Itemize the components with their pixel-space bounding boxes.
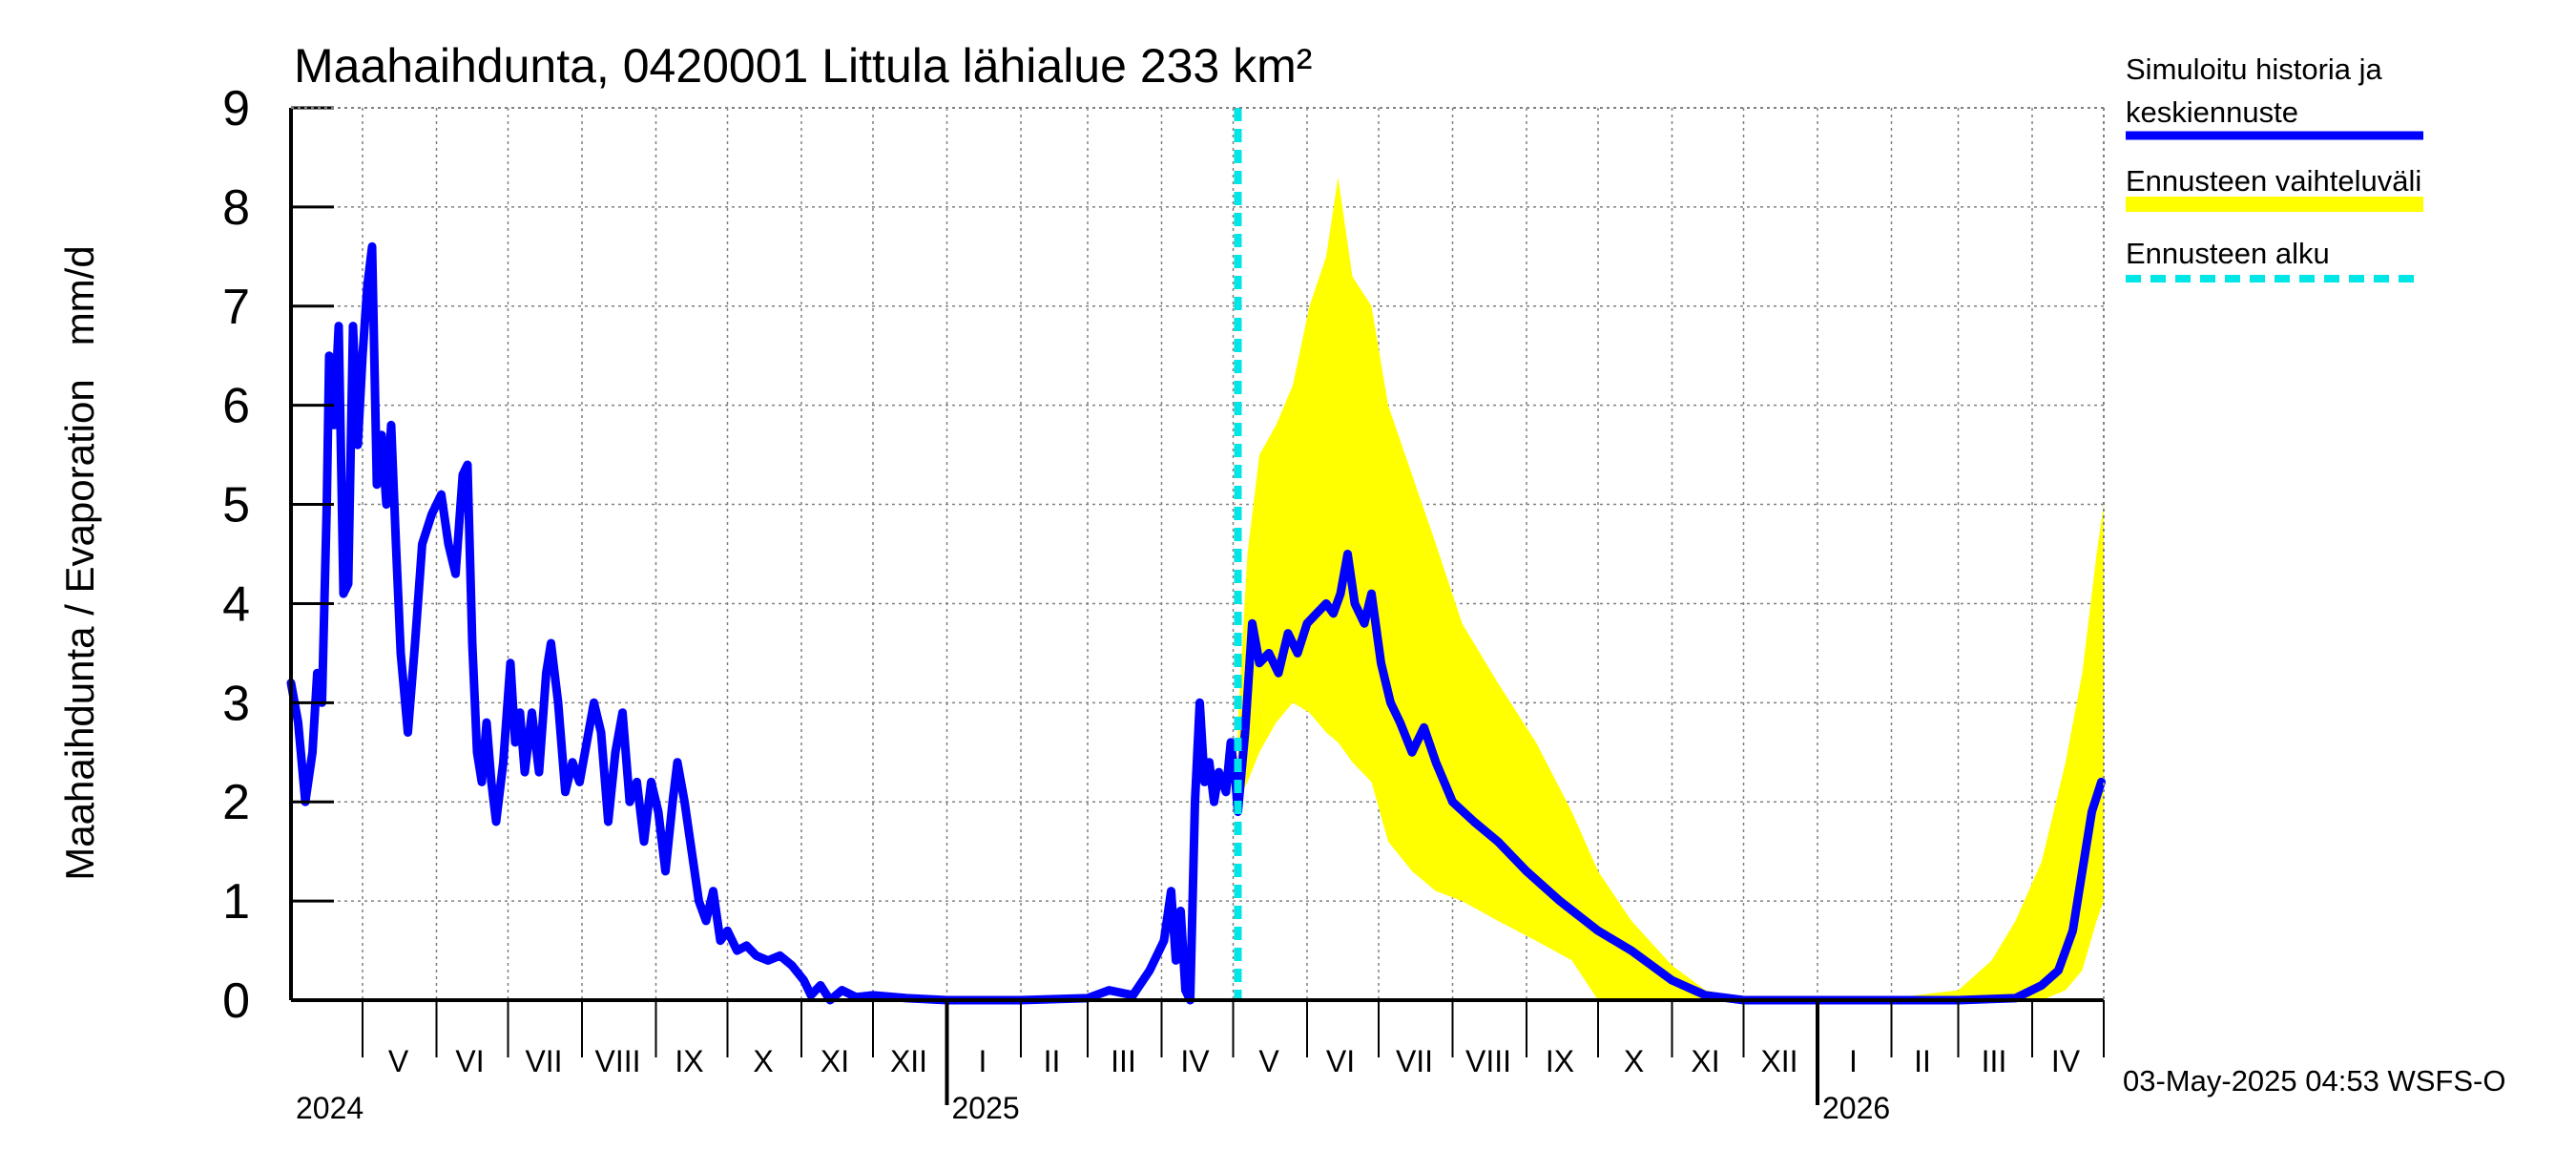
year-label: 2025 [952, 1091, 1020, 1125]
month-label: VIII [1465, 1044, 1511, 1078]
y-tick-labels: 0 1 2 3 4 5 6 7 8 9 [222, 81, 250, 1029]
legend-sim-label-line1: Simuloitu historia ja [2126, 52, 2383, 86]
y-tick-label: 9 [222, 81, 250, 136]
month-label: IX [675, 1044, 703, 1078]
forecast-band-area [1237, 177, 2104, 1000]
y-tick-label: 3 [222, 676, 250, 731]
month-label: II [1044, 1044, 1061, 1078]
legend-start-label: Ennusteen alku [2126, 237, 2330, 270]
month-label: VII [525, 1044, 562, 1078]
legend-band-label: Ennusteen vaihteluväli [2126, 164, 2421, 198]
month-label: X [753, 1044, 773, 1078]
month-label: I [979, 1044, 987, 1078]
year-label: 2026 [1822, 1091, 1890, 1125]
month-label: IX [1546, 1044, 1574, 1078]
month-label: XI [1691, 1044, 1719, 1078]
month-label: III [1111, 1044, 1136, 1078]
simulated-line [286, 241, 2106, 1005]
month-label: V [388, 1044, 409, 1078]
month-label: I [1849, 1044, 1858, 1078]
month-label: II [1914, 1044, 1931, 1078]
y-tick-label: 2 [222, 775, 250, 830]
month-label: V [1258, 1044, 1279, 1078]
simulated-series [286, 241, 2106, 1005]
legend-sim-label-line2: keskiennuste [2126, 95, 2298, 129]
month-label: VI [455, 1044, 484, 1078]
y-tick-label: 0 [222, 973, 250, 1029]
month-label: XII [890, 1044, 927, 1078]
y-tick-label: 7 [222, 280, 250, 335]
month-label: X [1624, 1044, 1644, 1078]
y-tick-label: 6 [222, 379, 250, 434]
y-axis-label: Maahaihdunta / Evaporation mm/d [57, 245, 102, 880]
month-label: VI [1326, 1044, 1355, 1078]
timestamp: 03-May-2025 04:53 WSFS-O [2123, 1064, 2505, 1098]
month-label: XI [821, 1044, 849, 1078]
x-month-labels: V VI VII VIII IX X XI XII I II III IV V VI VII VIII IX X X… [296, 1044, 2081, 1125]
month-label: IV [1180, 1044, 1210, 1078]
grid-lines [291, 108, 2104, 1000]
month-label: VII [1396, 1044, 1433, 1078]
y-tick-label: 8 [222, 180, 250, 236]
legend: Simuloitu historia ja keskiennuste Ennus… [2126, 52, 2423, 282]
month-label: IV [2051, 1044, 2081, 1078]
axes [289, 106, 2105, 1105]
chart-title: Maahaihdunta, 0420001 Littula lähialue 2… [294, 39, 1312, 93]
forecast-range-band [1237, 177, 2104, 1000]
month-label: III [1982, 1044, 2007, 1078]
year-label: 2024 [296, 1091, 364, 1125]
y-tick-label: 1 [222, 874, 250, 930]
y-tick-label: 4 [222, 576, 250, 632]
month-label: XII [1760, 1044, 1797, 1078]
month-label: VIII [594, 1044, 640, 1078]
y-tick-label: 5 [222, 478, 250, 533]
